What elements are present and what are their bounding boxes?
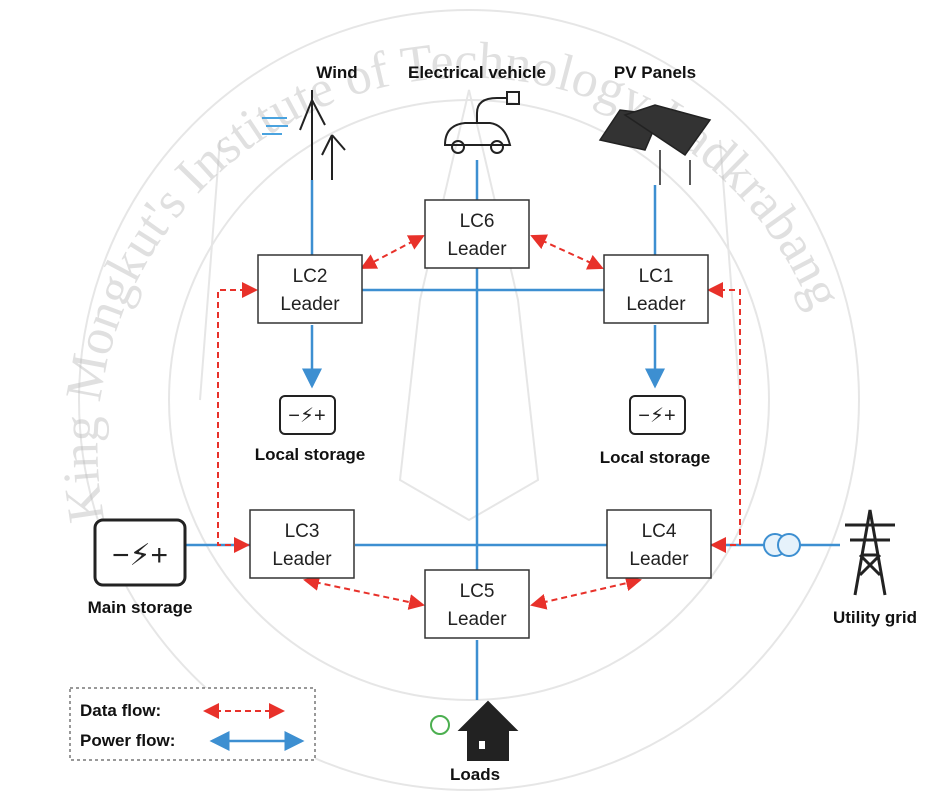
- node-role: Leader: [629, 549, 689, 570]
- watermark-emblem: [79, 10, 859, 790]
- label: Utility grid: [833, 608, 917, 627]
- watermark-text: King Mongkut's Institute of Technology L…: [52, 33, 853, 527]
- node-id: LC6: [460, 211, 495, 232]
- legend-label: Data flow:: [80, 701, 161, 720]
- label: Main storage: [88, 598, 193, 617]
- transformer-icon: [764, 534, 800, 556]
- node-role: Leader: [447, 239, 507, 260]
- node-id: LC1: [639, 266, 674, 287]
- watermark: King Mongkut's Institute of Technology L…: [52, 33, 853, 527]
- svg-text:−⚡+: −⚡+: [638, 405, 675, 427]
- node-id: LC5: [460, 581, 495, 602]
- label: Loads: [450, 765, 500, 784]
- node-id: LC2: [293, 266, 328, 287]
- diagram: King Mongkut's Institute of Technology L…: [0, 0, 938, 791]
- node-role: Leader: [280, 294, 340, 315]
- legend-label: Power flow:: [80, 731, 175, 750]
- node-role: Leader: [447, 609, 507, 630]
- local-storage-icon: −⚡+ −⚡+: [280, 396, 685, 434]
- legend: Data flow: Power flow:: [70, 688, 315, 760]
- label: PV Panels: [614, 63, 696, 82]
- node-id: LC3: [285, 521, 320, 542]
- svg-text:−⚡+: −⚡+: [112, 539, 168, 572]
- label: Local storage: [600, 448, 711, 467]
- loads-icon: [431, 702, 516, 760]
- label: Electrical vehicle: [408, 63, 546, 82]
- node-role: Leader: [272, 549, 332, 570]
- label: Wind: [316, 63, 357, 82]
- node-id: LC4: [642, 521, 677, 542]
- tower-icon: [845, 510, 895, 595]
- node-role: Leader: [626, 294, 686, 315]
- main-storage-icon: −⚡+: [95, 520, 185, 585]
- label: Local storage: [255, 445, 366, 464]
- svg-text:−⚡+: −⚡+: [288, 405, 325, 427]
